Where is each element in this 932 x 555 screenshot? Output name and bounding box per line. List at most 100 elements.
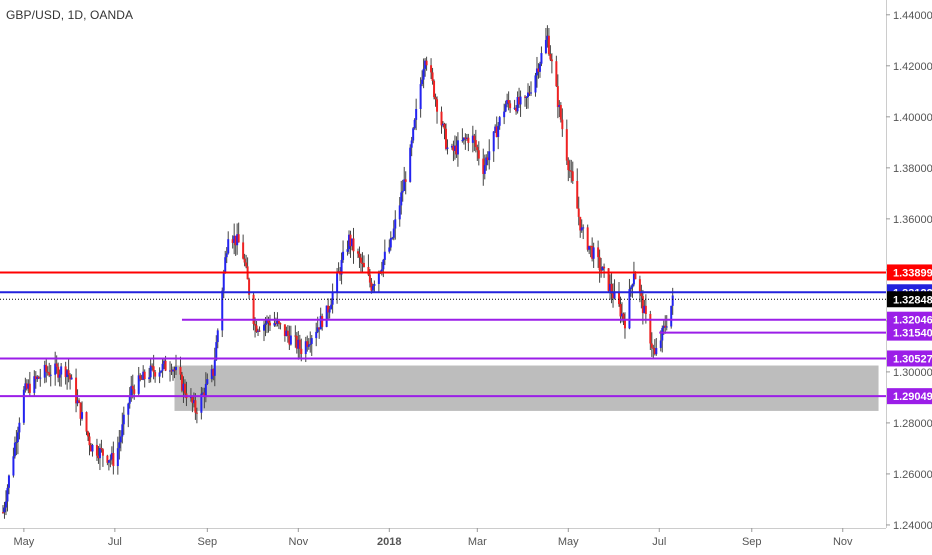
candle-body (233, 235, 236, 244)
candle-body (277, 321, 280, 324)
candle-body (307, 344, 310, 347)
candle-body (467, 137, 470, 143)
candle-body (39, 377, 42, 379)
candle-body (276, 321, 279, 324)
candle-body (509, 103, 512, 109)
level-label-bg-1.33899 (887, 264, 932, 281)
candle-body (227, 239, 230, 254)
candle-body (671, 295, 674, 306)
candle-body (7, 475, 10, 488)
candle-body (58, 374, 61, 378)
candle-body (443, 123, 446, 129)
candle-body (550, 59, 553, 62)
candle-body (528, 92, 531, 94)
time-axis[interactable]: May Jul Sep Nov 2018 Mar May Jul Sep Nov (13, 528, 853, 548)
symbol-title: GBP/USD, 1D, OANDA (6, 8, 134, 22)
candle-body (638, 279, 641, 292)
candle-body (91, 444, 94, 452)
candle-body (57, 366, 60, 378)
candle-body (641, 296, 644, 314)
candle-body (327, 305, 330, 313)
candle-body (340, 259, 343, 275)
candle-body (515, 107, 518, 112)
candle-body (401, 191, 404, 193)
candle-body (49, 374, 52, 376)
candle-body (179, 366, 182, 375)
y-tick-label: 1.26000 (893, 469, 932, 481)
candle-body (161, 363, 164, 371)
candle-body (534, 75, 537, 93)
candle-body (289, 335, 292, 345)
candle-body (203, 392, 206, 397)
candle-body (268, 322, 271, 326)
level-label-1.30527: 1.30527 (893, 353, 932, 365)
candle-body (653, 348, 656, 355)
candle-body (409, 147, 412, 182)
candle-body (618, 291, 621, 305)
candle-body (304, 341, 307, 354)
candle-body (297, 339, 300, 349)
candle-body (540, 53, 543, 64)
candle-body (121, 424, 124, 437)
candle-body (507, 99, 510, 104)
level-label-bg-1.32046 (887, 311, 932, 328)
candle-body (640, 291, 643, 297)
x-tick-label: Sep (198, 536, 218, 548)
candle-body (70, 377, 73, 380)
candle-body (392, 228, 395, 238)
candle-body (243, 258, 246, 263)
y-tick-label: 1.42000 (893, 61, 932, 73)
candle-body (492, 131, 495, 152)
candle-body (236, 234, 239, 246)
candle-body (27, 383, 30, 389)
candle-body (254, 323, 257, 326)
candle-body (225, 253, 228, 258)
candle-body (201, 392, 204, 394)
candle-body (267, 319, 270, 323)
candle-body (158, 372, 161, 377)
level-label-1.32046: 1.32046 (893, 315, 932, 327)
candle-body (577, 208, 580, 217)
candle-body (36, 376, 39, 380)
candle-body (212, 369, 215, 376)
candle-body (436, 99, 439, 112)
candle-body (380, 269, 383, 272)
candle-body (195, 412, 198, 414)
candles-layer (1, 25, 674, 519)
candle-body (425, 60, 428, 66)
candle-body (580, 227, 583, 231)
candle-body (415, 108, 418, 120)
candle-body (444, 128, 447, 149)
candle-body (612, 293, 615, 299)
candle-body (601, 266, 604, 271)
candle-body (471, 135, 474, 143)
level-label-1.32848: 1.32848 (893, 294, 932, 306)
candle-body (116, 448, 119, 467)
candle-body (455, 145, 458, 155)
candle-body (488, 151, 491, 161)
candle-body (43, 364, 46, 378)
candle-body (137, 375, 140, 394)
candle-body (265, 319, 268, 324)
candle-body (377, 271, 380, 284)
candle-body (216, 330, 219, 343)
candle-body (440, 111, 443, 126)
candle-body (95, 444, 98, 456)
candle-body (127, 403, 130, 415)
candle-body (143, 371, 146, 380)
candle-body (419, 84, 422, 109)
candle-body (359, 257, 362, 263)
candle-body (452, 145, 455, 151)
candle-body (546, 35, 549, 40)
level-label-1.31540: 1.31540 (893, 328, 932, 340)
candle-body (486, 157, 489, 161)
candle-body (655, 347, 658, 355)
candle-body (66, 370, 69, 378)
candle-body (325, 305, 328, 327)
candle-body (81, 412, 84, 419)
candle-body (148, 377, 151, 380)
candle-body (603, 266, 606, 269)
candle-body (257, 330, 260, 332)
